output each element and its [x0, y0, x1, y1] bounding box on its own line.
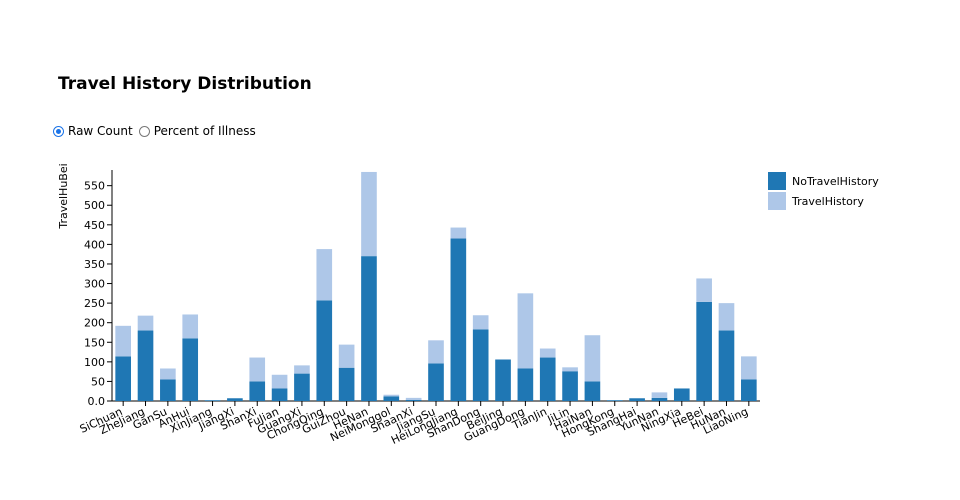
y-tick-label: 550: [84, 180, 105, 193]
bar-no-travel-history: [450, 238, 467, 401]
bar-travel-history: [405, 397, 422, 400]
y-tick-label: 450: [84, 219, 105, 232]
bar-travel-history: [741, 356, 757, 380]
bar-no-travel-history: [428, 363, 444, 401]
y-axis: 0.0 50 100 150 200 250 300 350 400 450 500 550: [84, 170, 113, 408]
bar-travel-history: [294, 365, 310, 374]
y-tick-label: 100: [84, 356, 105, 369]
bar-travel-history: [517, 293, 534, 369]
bar-travel-history: [137, 315, 154, 331]
bar-no-travel-history: [673, 388, 690, 401]
raw-count-radio-circle[interactable]: [53, 125, 64, 137]
bar-travel-history: [115, 325, 131, 357]
bar-no-travel-history: [562, 371, 578, 401]
mode-toggle: Raw Count Percent of Illness: [53, 124, 262, 138]
bar-no-travel-history: [182, 338, 199, 401]
y-tick-label: 150: [84, 336, 105, 349]
legend-label-travel-history: TravelHistory: [791, 195, 864, 208]
bar-no-travel-history: [495, 359, 511, 401]
bar-no-travel-history: [115, 356, 131, 401]
bar-travel-history: [182, 314, 199, 339]
bar-travel-history: [450, 227, 467, 239]
y-tick-label: 350: [84, 258, 105, 271]
chart-title: Travel History Distribution: [58, 74, 312, 94]
percent-of-illness-radio[interactable]: Percent of Illness: [138, 124, 256, 138]
bar-no-travel-history: [294, 373, 310, 401]
bar-no-travel-history: [137, 330, 154, 401]
y-tick-label: 200: [84, 317, 105, 330]
bar-travel-history: [316, 249, 333, 301]
y-tick-label: 400: [84, 238, 105, 251]
bar-no-travel-history: [629, 398, 645, 401]
percent-of-illness-radio-circle[interactable]: [138, 125, 150, 137]
x-tick-label: LiaoNing: [701, 405, 750, 437]
bar-no-travel-history: [316, 300, 333, 401]
legend-label-no-travel-history: NoTravelHistory: [792, 175, 879, 188]
bar-travel-history: [472, 315, 489, 330]
legend-swatch-no-travel-history: [768, 172, 786, 190]
bar-no-travel-history: [271, 388, 288, 401]
y-tick-label: 0.0: [88, 395, 106, 408]
bar-no-travel-history: [204, 400, 221, 401]
y-axis-label: TravelHuBei: [57, 163, 70, 229]
bar-travel-history: [361, 171, 377, 257]
bar-travel-history: [383, 394, 400, 397]
bar-no-travel-history: [472, 329, 489, 401]
raw-count-radio[interactable]: Raw Count: [53, 124, 133, 138]
bar-no-travel-history: [338, 367, 355, 401]
bar-travel-history: [584, 335, 601, 382]
bar-no-travel-history: [249, 381, 266, 401]
bar-no-travel-history: [606, 400, 623, 401]
bar-travel-history: [160, 368, 176, 380]
y-tick-label: 500: [84, 199, 105, 212]
bar-no-travel-history: [517, 368, 534, 401]
bar-travel-history: [651, 392, 668, 398]
bar-travel-history: [562, 367, 578, 372]
bar-no-travel-history: [539, 357, 556, 401]
bar-no-travel-history: [227, 398, 243, 401]
bar-travel-history: [696, 278, 712, 302]
bar-no-travel-history: [361, 256, 377, 401]
legend-swatch-travel-history: [768, 192, 786, 210]
bar-no-travel-history: [696, 301, 712, 401]
y-tick-label: 250: [84, 297, 105, 310]
bars: [115, 171, 757, 401]
bar-no-travel-history: [651, 397, 668, 401]
y-tick-label: 50: [91, 375, 105, 388]
bar-travel-history: [539, 348, 556, 358]
bar-no-travel-history: [160, 379, 176, 401]
bar-no-travel-history: [584, 381, 601, 401]
bar-travel-history: [428, 340, 444, 364]
bar-no-travel-history: [718, 330, 735, 401]
bar-travel-history: [338, 344, 355, 368]
bar-travel-history: [271, 374, 288, 389]
bar-travel-history: [718, 303, 735, 331]
y-tick-label: 300: [84, 278, 105, 291]
x-axis: SiChuanZheJiangGanSuAnHuiXinJiangJiangXi…: [78, 400, 760, 447]
legend: NoTravelHistory TravelHistory: [768, 172, 879, 210]
bar-no-travel-history: [383, 396, 400, 401]
raw-count-label: Raw Count: [68, 124, 133, 138]
bar-no-travel-history: [405, 399, 422, 401]
bar-travel-history: [249, 357, 266, 382]
percent-of-illness-label: Percent of Illness: [153, 124, 256, 138]
bar-no-travel-history: [741, 379, 757, 401]
